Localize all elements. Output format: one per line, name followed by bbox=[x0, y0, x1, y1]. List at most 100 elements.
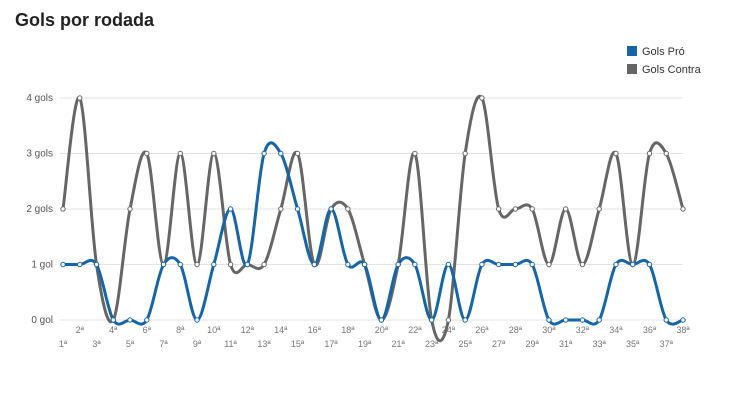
x-tick-label: 6ª bbox=[143, 325, 152, 335]
x-tick-label: 22ª bbox=[408, 325, 422, 335]
data-point-gols-contra[interactable] bbox=[512, 206, 519, 212]
data-point-gols-contra[interactable] bbox=[412, 150, 418, 157]
data-point-gols-contra[interactable] bbox=[294, 150, 301, 157]
x-tick-label: 27ª bbox=[492, 339, 506, 349]
series-lines bbox=[61, 94, 685, 343]
data-point-gols-pro[interactable] bbox=[144, 317, 150, 323]
data-point-gols-pro[interactable] bbox=[77, 261, 83, 268]
data-point-gols-pro[interactable] bbox=[479, 261, 485, 268]
data-point-gols-contra[interactable] bbox=[60, 206, 66, 212]
legend-label-gols-pro: Gols Pró bbox=[642, 46, 685, 58]
x-tick-label: 3ª bbox=[92, 339, 101, 349]
data-point-gols-contra[interactable] bbox=[680, 206, 686, 212]
data-point-gols-pro[interactable] bbox=[563, 317, 569, 323]
data-point-gols-contra[interactable] bbox=[663, 150, 669, 157]
data-point-gols-contra[interactable] bbox=[579, 261, 586, 268]
data-point-gols-pro[interactable] bbox=[177, 261, 183, 268]
y-tick-label: 4 gols bbox=[26, 93, 53, 104]
x-tick-label: 1ª bbox=[59, 339, 68, 349]
data-point-gols-pro[interactable] bbox=[160, 261, 167, 268]
data-point-gols-pro[interactable] bbox=[227, 206, 234, 212]
y-tick-label: 0 gol bbox=[31, 315, 53, 326]
data-point-gols-pro[interactable] bbox=[495, 261, 502, 268]
data-point-gols-pro[interactable] bbox=[127, 317, 133, 323]
data-point-gols-contra[interactable] bbox=[529, 206, 535, 212]
data-point-gols-pro[interactable] bbox=[579, 317, 586, 323]
data-point-gols-pro[interactable] bbox=[512, 261, 519, 268]
x-tick-label: 37ª bbox=[660, 339, 674, 349]
data-point-gols-pro[interactable] bbox=[244, 261, 251, 268]
x-tick-label: 25ª bbox=[458, 339, 472, 349]
data-point-gols-pro[interactable] bbox=[646, 261, 653, 268]
data-point-gols-contra[interactable] bbox=[127, 206, 133, 212]
data-point-gols-pro[interactable] bbox=[630, 261, 636, 268]
data-point-gols-contra[interactable] bbox=[278, 206, 284, 212]
legend-item-gols-contra[interactable]: Gols Contra bbox=[627, 64, 702, 76]
data-point-gols-pro[interactable] bbox=[445, 261, 452, 268]
data-point-gols-pro[interactable] bbox=[278, 150, 284, 157]
chart-title: Gols por rodada bbox=[15, 10, 155, 30]
x-axis-ticks: 1ª2ª3ª4ª5ª6ª7ª8ª9ª10ª11ª12ª13ª14ª15ª16ª1… bbox=[59, 325, 691, 349]
x-tick-label: 4ª bbox=[109, 325, 118, 335]
data-point-gols-contra[interactable] bbox=[227, 261, 234, 268]
data-point-gols-pro[interactable] bbox=[663, 317, 669, 323]
data-point-gols-pro[interactable] bbox=[378, 317, 385, 323]
data-point-gols-contra[interactable] bbox=[495, 206, 502, 212]
legend-swatch-gols-contra bbox=[627, 64, 637, 74]
data-point-gols-contra[interactable] bbox=[261, 261, 267, 268]
x-tick-label: 10ª bbox=[207, 325, 221, 335]
x-tick-label: 35ª bbox=[626, 339, 640, 349]
data-point-gols-pro[interactable] bbox=[261, 150, 267, 157]
data-point-gols-pro[interactable] bbox=[613, 261, 619, 268]
data-point-gols-contra[interactable] bbox=[77, 95, 83, 101]
data-point-gols-contra[interactable] bbox=[646, 150, 653, 157]
data-point-gols-contra[interactable] bbox=[563, 206, 569, 212]
x-tick-label: 15ª bbox=[291, 339, 305, 349]
data-point-gols-contra[interactable] bbox=[345, 206, 351, 212]
series-line-gols-contra bbox=[61, 94, 685, 343]
data-point-gols-contra[interactable] bbox=[144, 150, 150, 157]
data-point-gols-contra[interactable] bbox=[546, 261, 552, 268]
data-point-gols-pro[interactable] bbox=[93, 261, 100, 268]
data-point-gols-pro[interactable] bbox=[596, 317, 602, 323]
data-point-gols-pro[interactable] bbox=[395, 261, 401, 268]
data-point-gols-pro[interactable] bbox=[110, 317, 116, 323]
x-tick-label: 14ª bbox=[274, 325, 288, 335]
data-point-gols-contra[interactable] bbox=[613, 150, 619, 157]
data-point-gols-pro[interactable] bbox=[311, 261, 318, 268]
data-point-gols-pro[interactable] bbox=[680, 317, 686, 323]
y-tick-label: 1 gol bbox=[31, 260, 53, 271]
data-point-gols-pro[interactable] bbox=[60, 261, 66, 268]
x-tick-label: 2ª bbox=[76, 325, 85, 335]
x-tick-label: 19ª bbox=[358, 339, 372, 349]
data-point-gols-contra[interactable] bbox=[194, 261, 200, 268]
data-point-gols-pro[interactable] bbox=[462, 317, 468, 323]
y-axis-ticks: 0 gol 1 gol 2 gols 3 gols 4 gols bbox=[26, 93, 53, 326]
data-point-gols-pro[interactable] bbox=[345, 261, 351, 268]
data-point-gols-pro[interactable] bbox=[412, 261, 418, 268]
x-tick-label: 13ª bbox=[257, 339, 271, 349]
x-tick-label: 36ª bbox=[643, 325, 657, 335]
y-tick-label: 3 gols bbox=[26, 149, 53, 160]
data-point-gols-contra[interactable] bbox=[445, 317, 452, 323]
data-point-gols-contra[interactable] bbox=[479, 95, 485, 101]
data-point-gols-pro[interactable] bbox=[328, 206, 334, 212]
data-point-gols-contra[interactable] bbox=[596, 206, 602, 212]
x-tick-label: 5ª bbox=[126, 339, 135, 349]
data-point-gols-pro[interactable] bbox=[211, 261, 217, 268]
x-tick-label: 34ª bbox=[609, 325, 623, 335]
data-point-gols-pro[interactable] bbox=[194, 317, 200, 323]
data-point-gols-pro[interactable] bbox=[294, 206, 301, 212]
data-point-gols-contra[interactable] bbox=[462, 150, 468, 157]
legend-item-gols-pro[interactable]: Gols Pró bbox=[627, 46, 685, 58]
x-tick-label: 9ª bbox=[193, 339, 202, 349]
x-tick-label: 29ª bbox=[526, 339, 540, 349]
x-tick-label: 16ª bbox=[308, 325, 322, 335]
data-point-gols-pro[interactable] bbox=[361, 261, 368, 268]
data-point-gols-pro[interactable] bbox=[428, 317, 435, 323]
data-point-gols-pro[interactable] bbox=[546, 317, 552, 323]
data-point-gols-contra[interactable] bbox=[177, 150, 183, 157]
data-point-gols-pro[interactable] bbox=[529, 261, 535, 268]
data-point-gols-contra[interactable] bbox=[211, 150, 217, 157]
series-line-gols-pro bbox=[61, 141, 685, 326]
